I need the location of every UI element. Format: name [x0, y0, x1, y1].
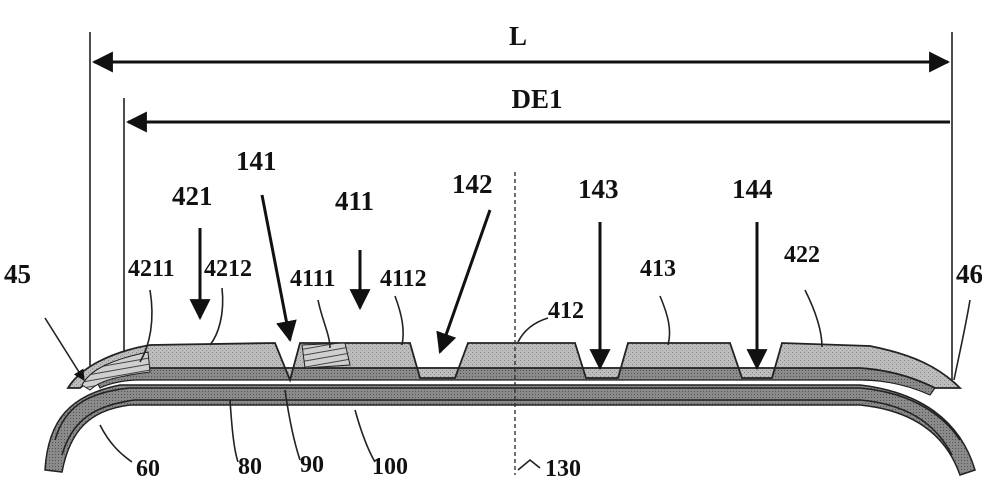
leader-4112: [395, 296, 403, 345]
label-422: 422: [784, 242, 820, 268]
leader-413: [660, 296, 670, 345]
label-411: 411: [335, 186, 374, 216]
arrow-141: [262, 195, 290, 340]
casing-outer-layer: [45, 385, 975, 475]
label-4212: 4212: [204, 256, 252, 282]
leader-4111: [318, 300, 330, 348]
label-90: 90: [300, 452, 324, 478]
label-DE1: DE1: [511, 84, 562, 114]
label-413: 413: [640, 256, 676, 282]
leader-45: [45, 318, 84, 380]
leader-422: [805, 290, 822, 347]
label-143: 143: [578, 174, 619, 204]
leader-412: [518, 318, 548, 342]
label-46: 46: [956, 259, 982, 289]
label-L: L: [509, 21, 527, 51]
leader-4212: [210, 288, 223, 345]
label-412: 412: [548, 298, 584, 324]
leader-60: [100, 425, 132, 462]
label-4211: 4211: [128, 256, 175, 282]
arrow-142: [440, 210, 490, 352]
label-130: 130: [545, 456, 581, 482]
label-142: 142: [452, 169, 493, 199]
label-4112: 4112: [380, 266, 427, 292]
leader-130: [518, 460, 540, 470]
label-144: 144: [732, 174, 773, 204]
label-45: 45: [4, 259, 31, 289]
label-60: 60: [136, 456, 160, 482]
tread-body: [68, 343, 960, 388]
leader-80: [230, 400, 238, 462]
casing-layer-3: [62, 400, 952, 455]
label-100: 100: [372, 454, 408, 480]
label-421: 421: [172, 181, 213, 211]
label-4111: 4111: [290, 266, 335, 292]
hatch-block-4111: [302, 343, 350, 368]
label-80: 80: [238, 454, 262, 480]
label-141: 141: [236, 146, 277, 176]
leader-46: [954, 300, 970, 380]
